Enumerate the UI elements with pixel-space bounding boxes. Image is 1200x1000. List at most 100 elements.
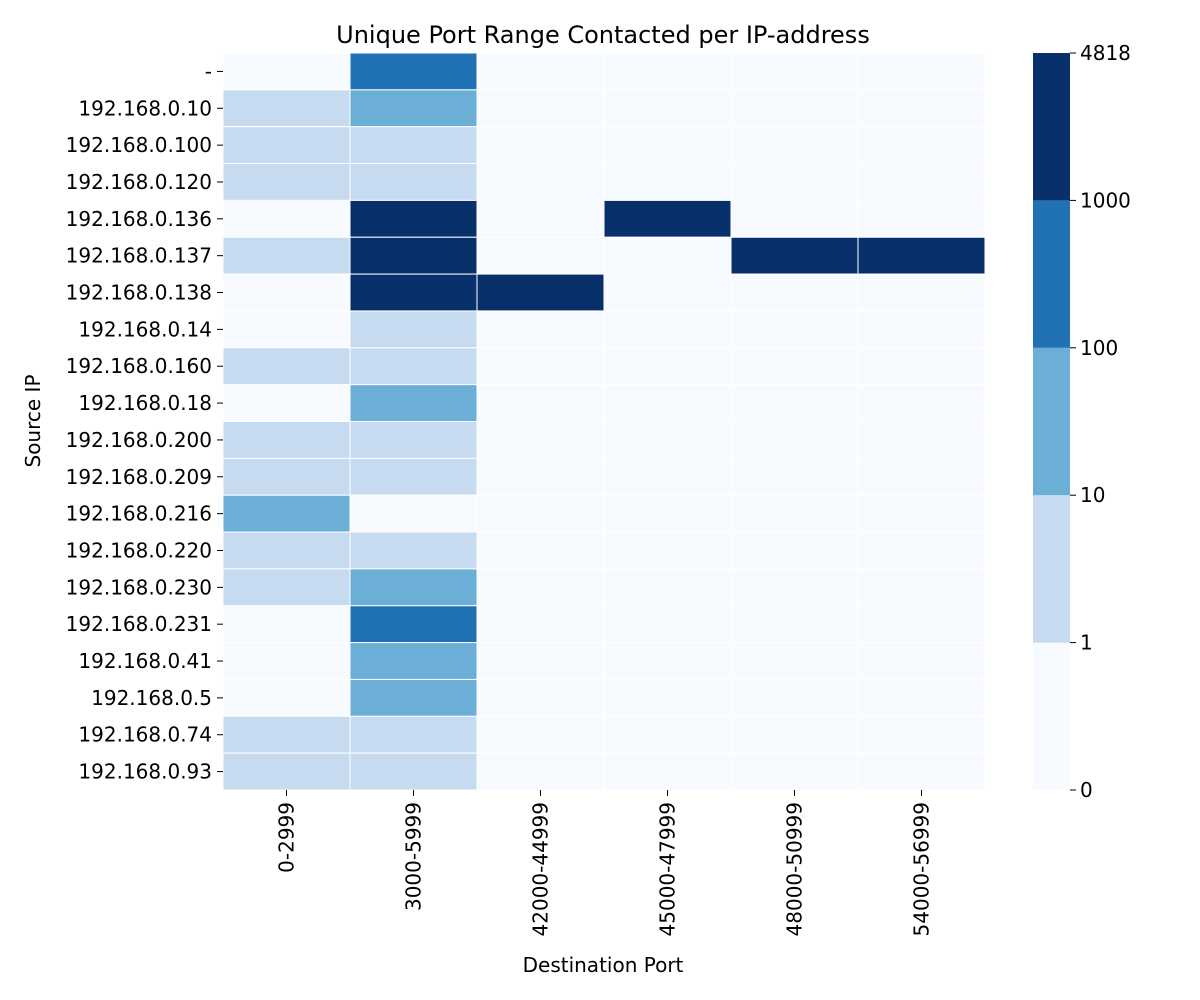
chart-title: Unique Port Range Contacted per IP-addre… <box>336 21 870 49</box>
colorbar-tick-label: 1000 <box>1080 188 1131 212</box>
heatmap-cell <box>603 605 732 644</box>
heatmap-cell <box>603 531 732 570</box>
x-tick-label: 45000-47999 <box>656 802 680 936</box>
heatmap-cell <box>476 347 605 386</box>
x-tick-label: 42000-44999 <box>529 802 553 936</box>
heatmap-cell <box>857 347 986 386</box>
heatmap-cell <box>857 126 986 165</box>
heatmap-cell <box>857 199 986 238</box>
y-tick-label: 192.168.0.93 <box>78 760 212 784</box>
x-axis-label: Destination Port <box>523 953 684 977</box>
colorbar-segment <box>1033 53 1070 201</box>
heatmap-cell <box>349 421 478 459</box>
y-tick-label: 192.168.0.10 <box>78 96 212 120</box>
heatmap-cell <box>730 52 859 91</box>
heatmap-cell <box>476 421 605 459</box>
colorbar-tick-label: 10 <box>1080 483 1105 507</box>
heatmap-cell <box>349 236 478 275</box>
colorbar-tick-label: 100 <box>1080 336 1118 360</box>
heatmap-cell <box>222 126 351 165</box>
x-tick-label: 3000-5999 <box>402 802 426 911</box>
heatmap-cell <box>476 494 605 533</box>
heatmap-cell <box>222 605 351 644</box>
heatmap-cell <box>730 642 859 680</box>
colorbar-tick-label: 1 <box>1080 631 1093 655</box>
heatmap-cell <box>349 384 478 422</box>
heatmap-cell <box>222 384 351 422</box>
heatmap-cell <box>857 715 986 754</box>
heatmap-cell <box>349 494 478 533</box>
heatmap-cell <box>349 52 478 91</box>
heatmap-cell <box>349 89 478 128</box>
heatmap-cell <box>476 457 605 496</box>
heatmap-cell <box>222 236 351 275</box>
heatmap-cell <box>603 52 732 91</box>
heatmap-cell <box>730 568 859 607</box>
heatmap-cell <box>349 605 478 644</box>
heatmap-cell <box>857 52 986 91</box>
heatmap-cell <box>603 163 732 201</box>
heatmap-cell <box>349 273 478 312</box>
heatmap-cell <box>603 236 732 275</box>
heatmap-cell <box>730 163 859 201</box>
heatmap-cell <box>857 163 986 201</box>
heatmap-cell <box>603 457 732 496</box>
heatmap-cell <box>730 347 859 386</box>
heatmap-cell <box>222 752 351 791</box>
heatmap-cell <box>857 236 986 275</box>
heatmap-cell <box>730 605 859 644</box>
heatmap-cell <box>603 494 732 533</box>
heatmap-cell <box>603 715 732 754</box>
heatmap-cell <box>730 384 859 422</box>
y-tick-label: 192.168.0.137 <box>66 244 212 268</box>
heatmap-cell <box>857 310 986 349</box>
heatmap-cell <box>222 310 351 349</box>
y-tick-label: 192.168.0.100 <box>66 133 212 157</box>
y-tick-label: 192.168.0.216 <box>66 502 212 526</box>
heatmap-cell <box>603 199 732 238</box>
y-tick-label: 192.168.0.220 <box>66 538 212 562</box>
x-axis-ticks: 0-2999 3000-5999 42000-44999 45000-47999 480… <box>275 790 934 936</box>
heatmap-cell <box>349 457 478 496</box>
heatmap-cell <box>730 678 859 717</box>
heatmap-cell <box>476 52 605 91</box>
heatmap-cell <box>730 752 859 791</box>
y-tick-label: 192.168.0.200 <box>66 428 212 452</box>
colorbar-segment <box>1033 347 1070 496</box>
x-tick-label: 0-2999 <box>275 802 299 873</box>
heatmap-cell <box>730 89 859 128</box>
heatmap-cell <box>857 457 986 496</box>
colorbar-segment <box>1033 495 1070 643</box>
heatmap-cell <box>222 421 351 459</box>
heatmap-cell <box>603 347 732 386</box>
heatmap-cell <box>603 568 732 607</box>
heatmap-cell <box>857 642 986 680</box>
heatmap-cell <box>349 347 478 386</box>
colorbar-tick-label: 4818 <box>1080 41 1131 65</box>
heatmap-cell <box>476 89 605 128</box>
y-tick-label: 192.168.0.18 <box>78 391 212 415</box>
heatmap-cell <box>349 310 478 349</box>
heatmap-cell <box>222 199 351 238</box>
heatmap-cell <box>857 421 986 459</box>
heatmap-cell <box>476 678 605 717</box>
heatmap-cell <box>222 163 351 201</box>
heatmap-cell <box>222 347 351 386</box>
heatmap-cell <box>730 715 859 754</box>
heatmap-cell <box>603 752 732 791</box>
heatmap-cell <box>730 457 859 496</box>
heatmap-cell <box>603 273 732 312</box>
y-tick-label: 192.168.0.138 <box>66 281 212 305</box>
heatmap-cell <box>603 678 732 717</box>
heatmap-cell <box>349 163 478 201</box>
heatmap-cell <box>857 273 986 312</box>
heatmap-cell <box>349 715 478 754</box>
heatmap-cell <box>730 310 859 349</box>
colorbar-segment <box>1033 200 1070 348</box>
heatmap-cell <box>857 568 986 607</box>
heatmap-cell <box>349 531 478 570</box>
heatmap-cell <box>603 126 732 165</box>
heatmap-cell <box>349 126 478 165</box>
heatmap-cell <box>349 568 478 607</box>
